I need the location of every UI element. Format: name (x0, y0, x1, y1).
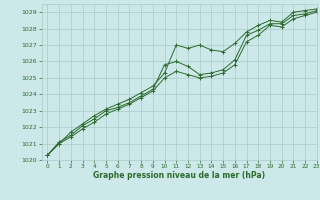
X-axis label: Graphe pression niveau de la mer (hPa): Graphe pression niveau de la mer (hPa) (93, 171, 265, 180)
